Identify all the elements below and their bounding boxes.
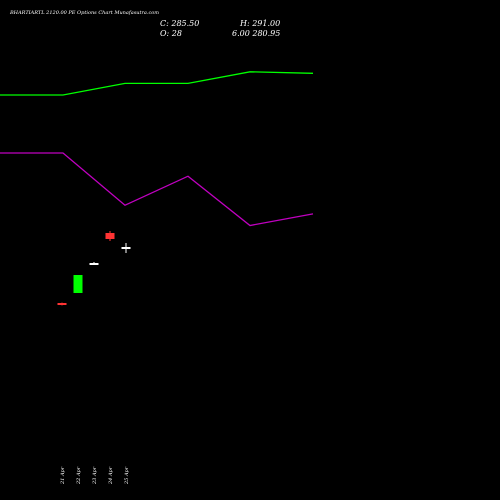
x-tick-labels: 21 Apr 22 Apr 23 Apr 24 Apr 25 Apr [60, 466, 130, 485]
x-tick-label: 25 Apr [124, 466, 130, 485]
candle-body [57, 303, 67, 305]
series-line-2 [0, 152, 314, 227]
candle-body [73, 275, 83, 293]
open-readout: O: 28 [160, 29, 182, 38]
series-lines [0, 71, 314, 227]
candle-body [89, 263, 99, 265]
close-readout: C: 285.50 [160, 19, 199, 28]
series-line-1 [0, 71, 314, 96]
x-tick-label: 21 Apr [60, 466, 66, 485]
low-readout: 6.00 280.95 [232, 29, 280, 38]
x-tick-label: 24 Apr [108, 466, 114, 485]
x-tick-label: 23 Apr [92, 466, 98, 485]
chart-title: BHARTIARTL 2120.00 PE Options Chart Muna… [9, 10, 159, 16]
candle-body [105, 233, 115, 239]
high-readout: H: 291.00 [239, 19, 280, 28]
candle-body [121, 247, 131, 249]
x-tick-label: 22 Apr [76, 466, 82, 485]
candles-group [57, 231, 131, 306]
